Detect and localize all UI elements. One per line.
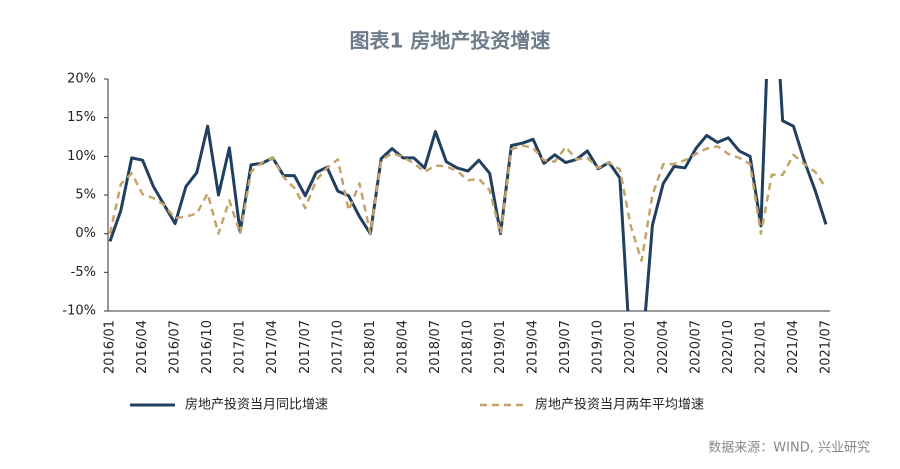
x-tick-label: 2018/10 <box>461 320 476 374</box>
x-tick-label: 2020/04 <box>656 320 671 374</box>
x-tick-label: 2020/07 <box>688 320 703 374</box>
x-tick-label: 2016/07 <box>168 320 183 374</box>
legend-label: 房地产投资当月两年平均增速 <box>535 397 704 413</box>
x-tick-label: 2016/01 <box>103 320 118 374</box>
y-tick-label: 10% <box>67 149 96 164</box>
x-tick-label: 2019/04 <box>526 320 541 374</box>
y-tick-label: 15% <box>67 110 96 125</box>
y-tick-label: -5% <box>71 265 96 280</box>
x-tick-label: 2019/07 <box>558 320 573 374</box>
legend-label: 房地产投资当月同比增速 <box>185 397 328 413</box>
x-tick-label: 2017/04 <box>265 320 280 374</box>
source: 数据来源：WIND, 兴业研究 <box>708 441 870 456</box>
x-tick-label: 2016/04 <box>135 320 150 374</box>
series-line <box>108 144 828 262</box>
x-tick-label: 2017/07 <box>298 320 313 374</box>
x-tick-label: 2019/01 <box>493 320 508 374</box>
x-tick-label: 2020/10 <box>721 320 736 374</box>
series-line <box>108 79 828 311</box>
x-tick-label: 2021/07 <box>819 320 834 374</box>
y-tick-label: 5% <box>75 188 96 203</box>
x-tick-label: 2017/10 <box>330 320 345 374</box>
plot-area <box>108 79 828 311</box>
x-tick-label: 2016/10 <box>200 320 215 374</box>
x-tick-label: 2017/01 <box>233 320 248 374</box>
y-tick-label: 0% <box>75 226 96 241</box>
y-tick-label: -10% <box>62 304 96 319</box>
x-tick-label: 2019/10 <box>591 320 606 374</box>
x-tick-label: 2021/01 <box>753 320 768 374</box>
chart-title: 图表1 房地产投资增速 <box>350 29 551 53</box>
x-tick-label: 2018/07 <box>428 320 443 374</box>
x-tick-label: 2021/04 <box>786 320 801 374</box>
x-tick-label: 2018/04 <box>395 320 410 374</box>
x-tick-label: 2020/01 <box>623 320 638 374</box>
y-tick-label: 20% <box>67 72 96 87</box>
x-tick-label: 2018/01 <box>363 320 378 374</box>
